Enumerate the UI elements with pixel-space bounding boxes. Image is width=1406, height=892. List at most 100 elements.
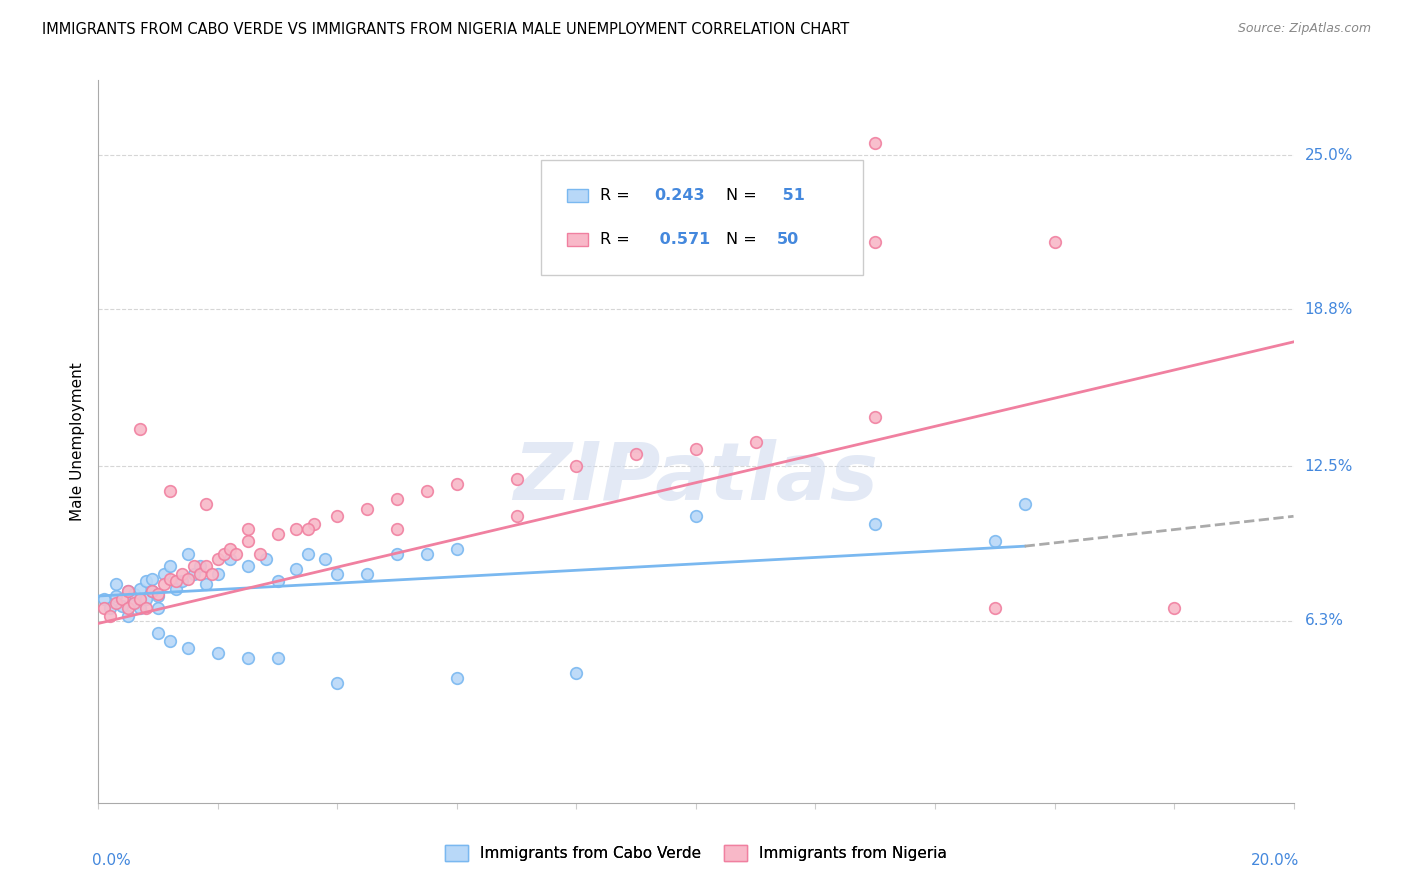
Point <box>105 576 128 591</box>
Point <box>135 591 157 606</box>
Point <box>117 601 139 615</box>
Text: 25.0%: 25.0% <box>1305 147 1353 162</box>
FancyBboxPatch shape <box>567 189 589 202</box>
Point <box>236 559 259 574</box>
Point <box>225 547 247 561</box>
Point <box>159 484 181 499</box>
Point <box>1014 497 1036 511</box>
Text: R =: R = <box>600 188 636 203</box>
Point <box>207 551 229 566</box>
Text: 18.8%: 18.8% <box>1305 302 1353 317</box>
Point <box>195 559 218 574</box>
Text: 0.0%: 0.0% <box>93 854 131 869</box>
Point <box>565 666 588 681</box>
Point <box>356 501 378 516</box>
Point <box>172 566 194 581</box>
Point <box>506 472 529 486</box>
Point <box>165 582 187 596</box>
Point <box>385 547 409 561</box>
Point <box>236 522 259 536</box>
Point <box>685 509 707 524</box>
Point <box>117 584 139 599</box>
Point <box>446 541 468 556</box>
Point <box>93 591 115 606</box>
Point <box>865 409 887 424</box>
Text: IMMIGRANTS FROM CABO VERDE VS IMMIGRANTS FROM NIGERIA MALE UNEMPLOYMENT CORRELAT: IMMIGRANTS FROM CABO VERDE VS IMMIGRANTS… <box>42 22 849 37</box>
Text: R =: R = <box>600 232 636 247</box>
Point <box>177 572 200 586</box>
Point <box>254 551 277 566</box>
Point <box>865 516 887 531</box>
Point <box>93 601 115 615</box>
Point <box>129 422 152 436</box>
Point <box>98 601 122 615</box>
Point <box>302 516 325 531</box>
Point <box>326 509 349 524</box>
Point <box>159 572 181 586</box>
Point <box>129 582 152 596</box>
Text: N =: N = <box>725 232 762 247</box>
Point <box>212 547 235 561</box>
Point <box>207 566 229 581</box>
Point <box>315 551 337 566</box>
Point <box>284 522 307 536</box>
Point <box>188 559 211 574</box>
Point <box>565 459 588 474</box>
Point <box>416 484 439 499</box>
FancyBboxPatch shape <box>541 160 863 276</box>
Point <box>135 574 157 588</box>
Point <box>297 522 319 536</box>
Point <box>326 566 349 581</box>
Point <box>207 646 229 660</box>
Point <box>153 566 176 581</box>
Point <box>148 626 170 640</box>
Point <box>165 574 187 588</box>
Point <box>284 561 307 575</box>
Point <box>129 591 152 606</box>
Point <box>183 559 205 574</box>
Point <box>141 572 163 586</box>
Point <box>195 497 218 511</box>
Point <box>111 599 134 613</box>
Point <box>219 551 242 566</box>
Point <box>148 586 170 600</box>
Point <box>416 547 439 561</box>
Point <box>148 601 170 615</box>
Point <box>984 534 1007 549</box>
Text: 20.0%: 20.0% <box>1251 854 1299 869</box>
Point <box>201 566 224 581</box>
Point <box>124 597 146 611</box>
Point <box>1163 601 1185 615</box>
Point <box>117 609 139 624</box>
Point <box>984 601 1007 615</box>
Text: 50: 50 <box>778 232 800 247</box>
Point <box>148 589 170 603</box>
Text: 6.3%: 6.3% <box>1305 614 1344 629</box>
Point <box>129 601 152 615</box>
Point <box>446 476 468 491</box>
Text: N =: N = <box>725 188 762 203</box>
Point <box>105 589 128 603</box>
Text: 12.5%: 12.5% <box>1305 459 1353 474</box>
Point <box>865 235 887 250</box>
Point <box>105 597 128 611</box>
Point <box>98 609 122 624</box>
Point <box>865 136 887 150</box>
Point <box>124 586 146 600</box>
Text: 0.571: 0.571 <box>654 232 710 247</box>
Point <box>141 584 163 599</box>
Point <box>626 447 648 461</box>
Point <box>159 633 181 648</box>
Point <box>124 597 146 611</box>
Point <box>172 574 194 588</box>
Point <box>685 442 707 456</box>
Text: 0.243: 0.243 <box>654 188 704 203</box>
Point <box>1043 235 1066 250</box>
Point <box>385 491 409 506</box>
Y-axis label: Male Unemployment: Male Unemployment <box>70 362 86 521</box>
Point <box>236 534 259 549</box>
Point <box>236 651 259 665</box>
Point <box>177 547 200 561</box>
Point <box>745 434 768 449</box>
Point <box>141 584 163 599</box>
